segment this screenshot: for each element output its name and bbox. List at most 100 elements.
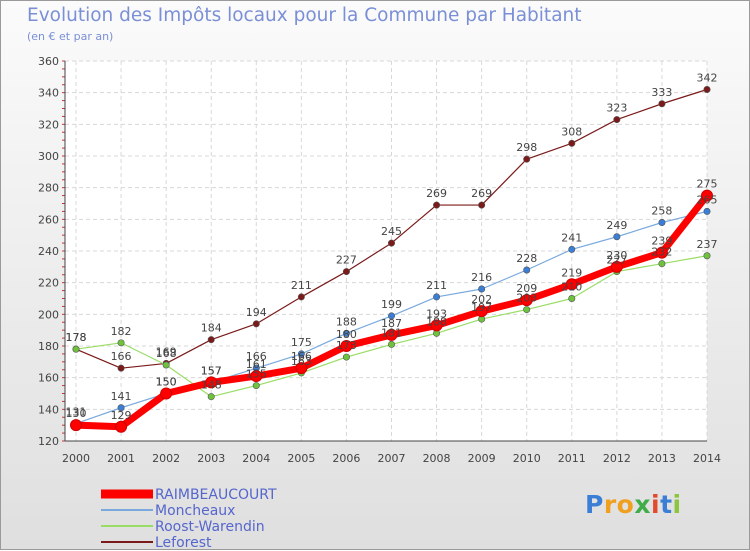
data-label: 166 [291, 350, 312, 363]
data-label: 237 [697, 238, 718, 251]
y-tick-label: 340 [38, 87, 59, 100]
data-label: 194 [246, 306, 267, 319]
data-point [703, 86, 711, 94]
data-point [342, 353, 350, 361]
chart-title: Evolution des Impôts locaux pour la Comm… [27, 5, 582, 26]
y-tick-label: 280 [38, 182, 59, 195]
data-point [613, 116, 621, 124]
data-label: 211 [426, 279, 447, 292]
logo-letter: r [603, 490, 617, 519]
data-point [160, 387, 173, 400]
data-label: 308 [561, 125, 582, 138]
data-point [162, 361, 170, 369]
logo-letter: i [651, 490, 661, 519]
data-label: 150 [156, 376, 177, 389]
data-label: 298 [516, 141, 537, 154]
data-label: 258 [651, 205, 672, 218]
data-label: 269 [426, 187, 447, 200]
y-tick-label: 240 [38, 245, 59, 258]
x-tick-label: 2007 [378, 452, 406, 465]
data-label: 199 [381, 298, 402, 311]
x-tick-label: 2006 [332, 452, 360, 465]
data-point [658, 260, 666, 268]
y-tick-label: 120 [38, 435, 59, 448]
legend-label: Moncheaux [155, 503, 235, 519]
data-label: 178 [66, 331, 87, 344]
data-label: 227 [336, 254, 357, 267]
data-label: 269 [471, 187, 492, 200]
data-point [385, 328, 398, 341]
data-label: 166 [111, 350, 132, 363]
legend-label: Leforest [155, 535, 212, 551]
legend-label: RAIMBEAUCOURT [155, 487, 277, 503]
x-tick-label: 2013 [648, 452, 676, 465]
data-point [115, 420, 128, 433]
logo-letter: t [660, 490, 673, 519]
data-point [658, 219, 666, 227]
data-label: 175 [291, 336, 312, 349]
data-point [342, 268, 350, 276]
data-point [295, 362, 308, 375]
data-point [297, 293, 305, 301]
x-tick-label: 2014 [693, 452, 721, 465]
data-point [523, 306, 531, 314]
data-label: 130 [66, 407, 87, 420]
data-point [701, 189, 713, 202]
data-label: 245 [381, 225, 402, 238]
data-label: 168 [156, 347, 177, 360]
x-tick-label: 2000 [62, 452, 90, 465]
y-tick-label: 260 [38, 213, 59, 226]
legend-label: Roost-Warendin [155, 519, 265, 535]
x-tick-label: 2001 [107, 452, 135, 465]
data-label: 230 [606, 249, 627, 262]
logo-letter: P [585, 490, 604, 519]
data-label: 216 [471, 271, 492, 284]
data-label: 275 [697, 178, 718, 191]
data-point [655, 246, 668, 259]
y-tick-label: 140 [38, 403, 59, 416]
y-tick-label: 220 [38, 277, 59, 290]
data-point [430, 319, 443, 332]
y-tick-label: 160 [38, 372, 59, 385]
logo-letter: x [634, 490, 651, 519]
data-point [478, 285, 486, 293]
data-point [658, 100, 666, 108]
x-tick-label: 2010 [513, 452, 541, 465]
data-point [205, 376, 218, 389]
data-label: 188 [426, 315, 447, 328]
data-label: 157 [201, 364, 222, 377]
logo-letter: i [672, 490, 682, 519]
data-point [117, 339, 125, 347]
data-point [568, 245, 576, 253]
data-label: 210 [561, 281, 582, 294]
data-label: 148 [201, 379, 222, 392]
x-tick-label: 2012 [603, 452, 631, 465]
data-point [568, 139, 576, 147]
data-label: 203 [516, 292, 537, 305]
data-label: 249 [606, 219, 627, 232]
data-point [433, 293, 441, 301]
data-point [297, 350, 305, 358]
data-point [117, 364, 125, 372]
data-label: 163 [291, 355, 312, 368]
data-label: 184 [201, 322, 222, 335]
data-point [387, 239, 395, 247]
data-label: 188 [336, 315, 357, 328]
data-point [387, 340, 395, 348]
data-point [252, 382, 260, 390]
x-tick-label: 2003 [197, 452, 225, 465]
x-tick-label: 2009 [468, 452, 496, 465]
data-point [250, 370, 263, 383]
y-tick-label: 300 [38, 150, 59, 163]
data-label: 166 [246, 350, 267, 363]
data-label: 141 [111, 390, 132, 403]
data-point [703, 207, 711, 215]
data-label: 150 [156, 376, 177, 389]
data-point [565, 278, 578, 291]
y-tick-label: 200 [38, 308, 59, 321]
data-label: 265 [697, 193, 718, 206]
data-point [207, 393, 215, 401]
data-label: 178 [66, 331, 87, 344]
data-label: 342 [697, 72, 718, 85]
